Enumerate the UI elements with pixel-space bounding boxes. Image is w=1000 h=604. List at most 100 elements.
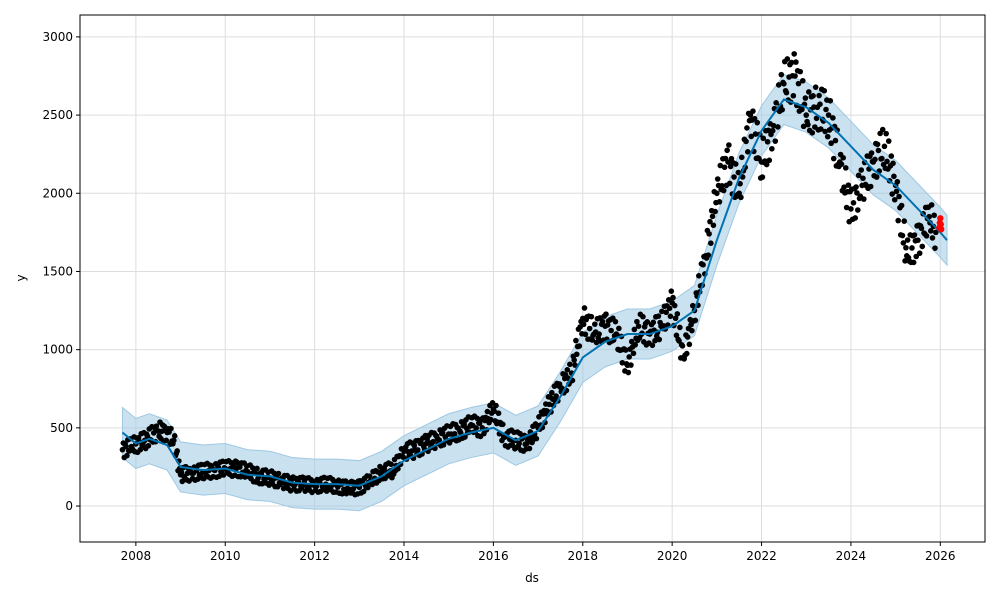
x-tick-label: 2012 [299, 549, 330, 563]
observed-point [705, 252, 712, 258]
y-tick-label: 2500 [42, 108, 73, 122]
plot-frame [79, 14, 986, 543]
observed-point [137, 446, 144, 453]
observed-point [783, 89, 790, 96]
observed-point [818, 126, 824, 132]
observed-point [840, 154, 846, 161]
observed-point [168, 425, 174, 432]
observed-point [462, 434, 468, 440]
observed-point [830, 115, 836, 121]
observed-point [275, 470, 282, 477]
observed-point [918, 225, 925, 232]
observed-point [916, 250, 923, 257]
observed-point [721, 164, 728, 171]
x-axis-label: ds [525, 571, 539, 585]
observed-point [592, 321, 598, 327]
observed-point [674, 311, 681, 317]
observed-point [679, 343, 686, 349]
observed-point [689, 327, 695, 334]
observed-point [580, 321, 587, 328]
observed-point [174, 448, 181, 454]
observed-point [769, 127, 776, 134]
observed-point [414, 447, 421, 453]
observed-point [888, 153, 895, 159]
observed-point [451, 431, 458, 437]
observed-point [495, 410, 502, 417]
observed-point [586, 325, 593, 332]
observed-point [689, 302, 696, 309]
observed-point [810, 93, 816, 99]
observed-point [858, 167, 865, 173]
observed-point [817, 101, 823, 107]
observed-point [564, 367, 571, 373]
observed-point [720, 187, 727, 194]
observed-point [823, 106, 829, 113]
observed-point [788, 59, 795, 66]
observed-point [123, 443, 129, 450]
observed-point [752, 131, 759, 137]
observed-point [461, 421, 467, 428]
observed-point [473, 425, 480, 431]
observed-point [825, 112, 832, 118]
observed-point [738, 154, 745, 161]
observed-point [474, 415, 480, 422]
observed-point [744, 125, 750, 131]
observed-point [795, 80, 802, 87]
observed-point [893, 188, 900, 195]
observed-point [656, 336, 663, 343]
observed-point [573, 351, 580, 358]
observed-point [931, 212, 937, 219]
observed-point [751, 115, 758, 122]
observed-point [395, 466, 401, 472]
observed-point [775, 124, 781, 130]
observed-point [533, 435, 540, 442]
observed-point [714, 190, 720, 197]
x-tick-label: 2018 [568, 549, 599, 563]
observed-point [824, 133, 831, 140]
observed-point [874, 141, 881, 148]
observed-point [582, 331, 589, 338]
observed-point [910, 259, 917, 266]
observed-point [868, 150, 875, 156]
observed-point [781, 81, 787, 87]
observed-point [634, 318, 640, 325]
observed-point [726, 180, 733, 187]
x-tick-label: 2024 [836, 549, 867, 563]
observed-point [616, 325, 622, 332]
observed-point [738, 194, 744, 201]
observed-point [933, 229, 939, 236]
observed-point [572, 362, 578, 368]
observed-point [759, 174, 766, 180]
observed-point [802, 95, 809, 101]
highlighted-point [938, 226, 945, 233]
observed-point [832, 137, 839, 144]
observed-point [731, 174, 737, 180]
observed-point [766, 157, 773, 164]
observed-point [220, 472, 227, 478]
observed-point [845, 182, 852, 188]
observed-point [891, 196, 898, 203]
observed-point [670, 294, 676, 301]
observed-point [827, 97, 834, 104]
observed-point [516, 440, 522, 447]
observed-point [171, 433, 178, 439]
observed-point [439, 429, 446, 436]
observed-point [784, 56, 791, 62]
observed-point [571, 357, 577, 363]
observed-point [779, 106, 785, 113]
observed-point [821, 87, 828, 94]
observed-point [178, 469, 185, 476]
highlighted-point [937, 215, 944, 222]
observed-point [671, 302, 678, 309]
observed-point [899, 232, 906, 239]
observed-point [760, 135, 767, 142]
observed-point [659, 308, 665, 315]
observed-point [631, 326, 638, 333]
observed-point [672, 315, 679, 322]
observed-point [850, 200, 857, 206]
observed-point [696, 273, 702, 279]
observed-point [599, 318, 606, 325]
forecast-line [121, 98, 948, 487]
observed-point [881, 143, 888, 150]
